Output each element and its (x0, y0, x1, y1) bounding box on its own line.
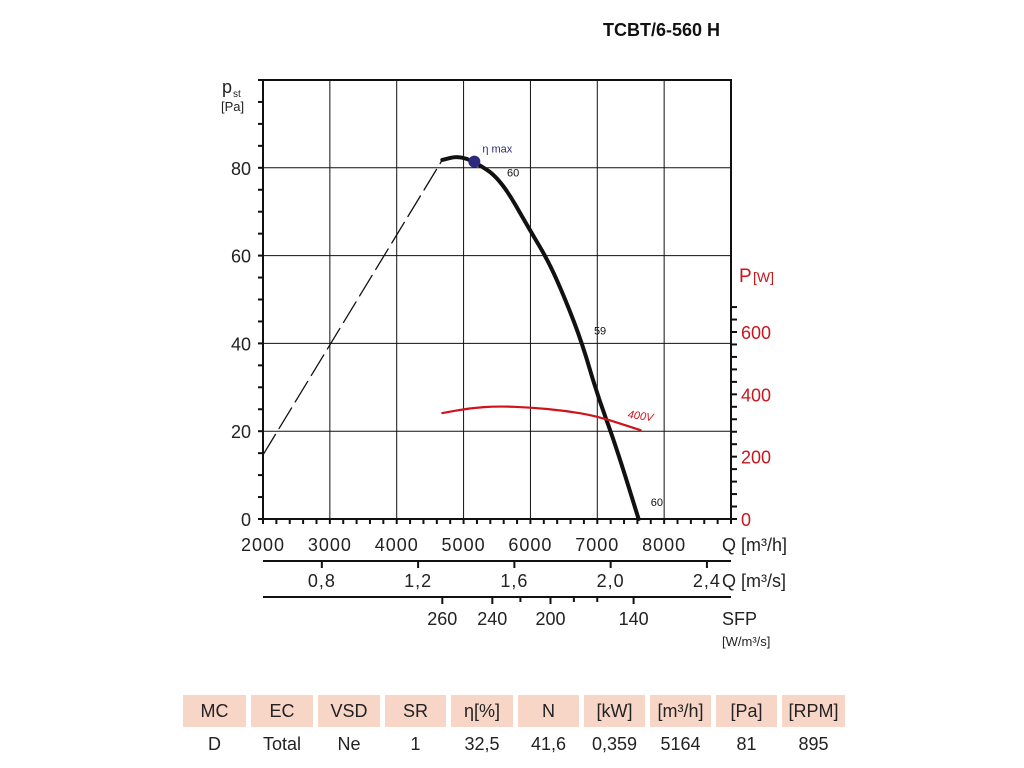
q-m3s-tick-label: 1,6 (500, 571, 528, 591)
sfp-tick-label: 140 (619, 609, 649, 629)
q-m3s-tick-label: 0,8 (308, 571, 336, 591)
y2-axis-unit: [W] (753, 269, 774, 285)
table-value-cell: 32,5 (464, 734, 500, 754)
table-header-cell: η[%] (451, 695, 513, 727)
x-tick-label: 7000 (575, 535, 619, 555)
sfp-axis-label: SFP (722, 609, 757, 629)
y2-tick-label: 200 (741, 448, 771, 468)
sfp-axis-unit: [W/m³/s] (722, 634, 770, 649)
x-tick-label: 5000 (442, 535, 486, 555)
series-400v (441, 405, 642, 432)
chart-title: TCBT/6-560 H (603, 20, 721, 40)
y-tick-label: 60 (231, 247, 251, 267)
sfp-tick-label: 240 (477, 609, 507, 629)
x-tick-label: 8000 (642, 535, 686, 555)
q-m3s-axis-label: Q [m³/s] (722, 571, 786, 591)
curve-annotation: 400V (627, 409, 656, 425)
q-m3s-tick-label: 2,4 (693, 571, 721, 591)
table-value-cell: 895 (798, 734, 829, 754)
q-m3s-tick-label: 1,2 (404, 571, 432, 591)
y2-tick-label: 400 (741, 385, 771, 405)
table-value-cell: 5164 (660, 734, 701, 754)
curve-annotation: 60 (507, 168, 519, 180)
table-header-cell: [Pa] (716, 695, 777, 727)
table-header-cell: [kW] (584, 695, 645, 727)
table-header-cell: MC (183, 695, 246, 727)
curve-annotation: 60 (651, 497, 663, 509)
table-header-cell: VSD (318, 695, 380, 727)
x-tick-label: 3000 (308, 535, 352, 555)
table-header-cell: [RPM] (782, 695, 845, 727)
series-pressure (440, 155, 641, 521)
table-header-cell: N (518, 695, 579, 727)
table-value-cell: 1 (410, 734, 421, 754)
x-tick-label: 2000 (241, 535, 285, 555)
eta-max-point (468, 155, 481, 168)
table-value-cell: D (208, 734, 221, 754)
table-header-cell: SR (385, 695, 446, 727)
table-value-cell: Total (262, 734, 302, 754)
table-value-cell: 41,6 (530, 734, 567, 754)
q-m3s-tick-label: 2,0 (597, 571, 625, 591)
y-axis-label: p (222, 77, 232, 97)
curve-annotation: 59 (594, 326, 606, 338)
y-tick-label: 40 (231, 334, 251, 354)
y2-axis-label: P (739, 266, 752, 287)
y2-tick-label: 600 (741, 323, 771, 343)
table-value-cell: Ne (337, 734, 361, 754)
table-value-cell: 81 (736, 734, 757, 754)
y-axis-unit: [Pa] (221, 99, 244, 114)
y-tick-label: 80 (231, 159, 251, 179)
table-value-cell: 0,359 (591, 734, 638, 754)
series-pressure-unstable-dashed- (262, 159, 443, 456)
sfp-tick-label: 260 (427, 609, 457, 629)
y-tick-label: 20 (231, 422, 251, 442)
x-tick-label: 4000 (375, 535, 419, 555)
x-axis-label: Q [m³/h] (722, 535, 787, 555)
y-axis-label-sub: st (233, 89, 241, 100)
x-tick-label: 6000 (508, 535, 552, 555)
sfp-tick-label: 200 (535, 609, 565, 629)
table-header-cell: [m³/h] (650, 695, 711, 727)
y-tick-label: 0 (241, 510, 251, 530)
y2-tick-label: 0 (741, 510, 751, 530)
table-header-cell: EC (251, 695, 313, 727)
eta-max-label: η max (482, 144, 512, 156)
